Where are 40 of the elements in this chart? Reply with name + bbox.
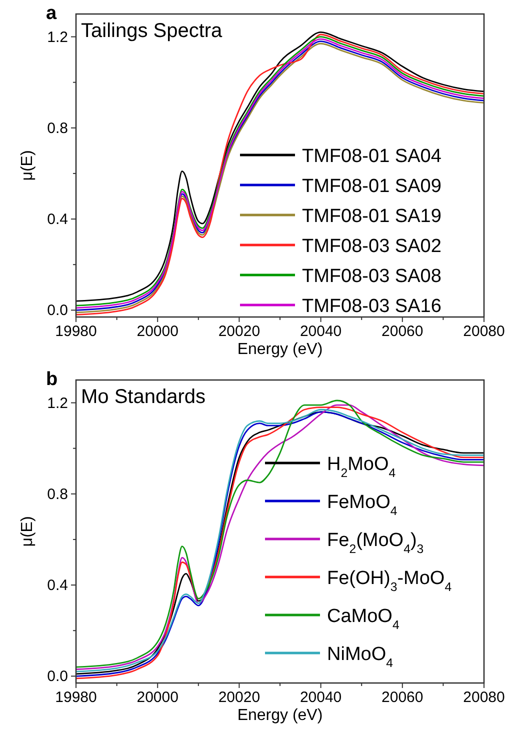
- x-tick-label: 20040: [300, 323, 342, 340]
- text: b: [46, 369, 58, 390]
- x-tick-label: 19980: [55, 323, 97, 340]
- legend-label: NiMoO$_{4}$: [327, 644, 394, 670]
- legend-label: H$_{2}$MoO$_{4}$: [327, 454, 396, 480]
- x-tick-label: 20000: [136, 323, 178, 340]
- x-tick-label: 20060: [382, 323, 424, 340]
- legend-label: TMF08-01 SA04: [302, 146, 442, 167]
- y-tick-label: 0.0: [47, 302, 68, 320]
- legend-label: Fe$_{2}$(MoO$_{4}$)$_{3}$: [327, 530, 424, 556]
- legend-label: TMF08-03 SA02: [302, 236, 442, 257]
- legend-label: TMF08-01 SA19: [302, 206, 442, 227]
- x-tick-label: 20080: [463, 689, 505, 706]
- legend-label: CaMoO$_{4}$: [327, 606, 400, 632]
- legend-label: TMF08-03 SA16: [302, 296, 442, 317]
- y-tick-label: 1.2: [47, 394, 68, 412]
- x-tick-label: 20080: [463, 323, 505, 340]
- y-axis-title: μ(E): [19, 150, 36, 181]
- y-tick-label: 0.0: [47, 668, 68, 686]
- y-tick-label: 1.2: [47, 28, 68, 46]
- x-tick-label: 20020: [218, 323, 260, 340]
- chart-title: Mo Standards: [81, 386, 206, 408]
- x-tick-label: 20000: [136, 689, 178, 706]
- legend-label: FeMoO$_{4}$: [327, 492, 398, 518]
- y-axis-title: μ(E): [19, 516, 36, 547]
- x-tick-label: 19980: [55, 689, 97, 706]
- legend-label: TMF08-01 SA09: [302, 176, 442, 197]
- x-tick-label: 20020: [218, 689, 260, 706]
- y-tick-label: 0.4: [47, 577, 68, 594]
- chart-title: Tailings Spectra: [81, 20, 224, 42]
- x-axis-title: Energy (eV): [237, 341, 323, 358]
- y-tick-label: 0.4: [47, 211, 68, 228]
- text: a: [46, 3, 57, 24]
- y-tick-label: 0.8: [47, 120, 68, 137]
- x-tick-label: 20040: [300, 689, 342, 706]
- x-tick-label: 20060: [382, 689, 424, 706]
- legend-label: TMF08-03 SA08: [302, 266, 442, 287]
- legend-label: Fe(OH)$_{3}$-MoO$_{4}$: [327, 568, 452, 594]
- y-tick-label: 0.8: [47, 486, 68, 503]
- x-axis-title: Energy (eV): [237, 707, 323, 724]
